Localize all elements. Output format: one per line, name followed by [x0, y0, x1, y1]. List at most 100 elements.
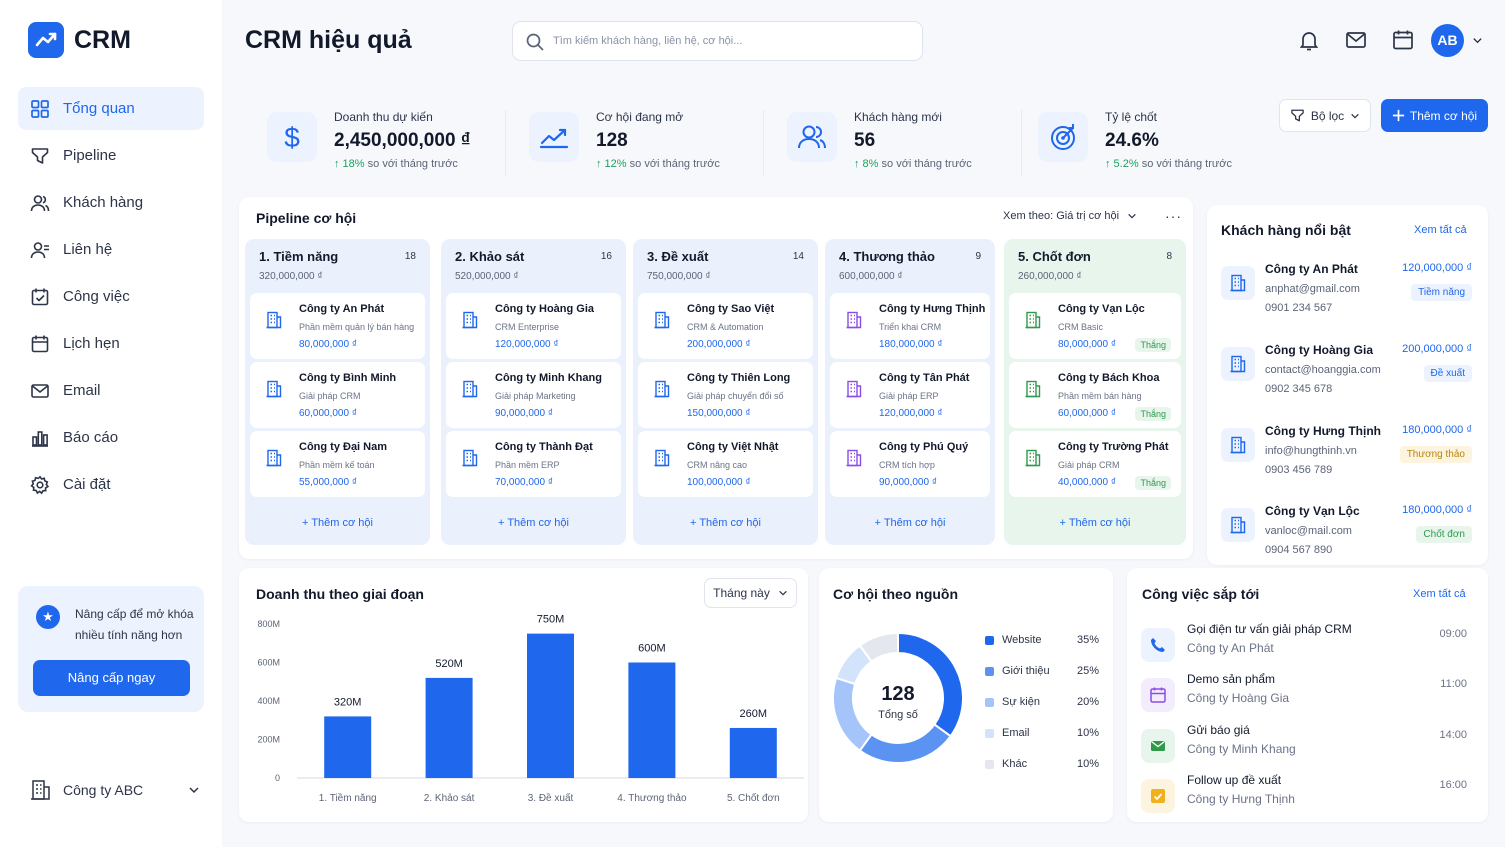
star-icon: ★ [36, 605, 60, 629]
task-item[interactable]: Demo sản phẩm Công ty Hoàng Gia 11:00 [1141, 672, 1471, 716]
deal-company: Công ty Phú Quý [879, 441, 969, 453]
deal-value: 40,000,000 ₫ [1058, 477, 1116, 488]
bell-icon[interactable] [1297, 28, 1321, 52]
add-opportunity-link[interactable]: + Thêm cơ hội [1059, 517, 1131, 529]
stat-value: 56 [854, 130, 876, 151]
deal-card[interactable]: Công ty Hưng Thịnh Triển khai CRM 180,000,… [830, 293, 990, 359]
customer-item[interactable]: Công ty Hưng Thịnh info@hungthinh.vn 0903 … [1221, 424, 1475, 494]
deal-value: 150,000,000 ₫ [687, 408, 751, 419]
add-opportunity-link[interactable]: + Thêm cơ hội [498, 517, 569, 529]
search-bar[interactable] [512, 21, 923, 61]
deal-company: Công ty Đại Nam [299, 441, 388, 453]
customer-phone: 0901 234 567 [1265, 302, 1333, 314]
task-time: 09:00 [1439, 628, 1467, 640]
avatar[interactable]: AB [1431, 24, 1464, 57]
deal-card[interactable]: Công ty Đại Nam Phần mềm kế toán 55,000,00… [250, 431, 425, 497]
stat-expected-revenue: $ Doanh thu dự kiến 2,450,000,000 ₫ ↑ 18… [267, 98, 497, 186]
deal-card[interactable]: Công ty Minh Khang Giải pháp Marketing 90,… [446, 362, 621, 428]
deal-description: Giải pháp Marketing [495, 391, 576, 401]
won-badge: Thắng [1135, 407, 1171, 421]
column-title: 5. Chốt đơn [1018, 249, 1091, 264]
sidebar-item-reports[interactable]: Báo cáo [18, 416, 204, 459]
deal-card[interactable]: Công ty An Phát Phần mềm quản lý bán hàng… [250, 293, 425, 359]
legend-swatch [985, 760, 994, 769]
deal-value: 100,000,000 ₫ [687, 477, 751, 488]
deal-card[interactable]: Công ty Vạn Lộc CRM Basic 80,000,000 ₫ Thắn… [1009, 293, 1181, 359]
deal-company: Công ty Trường Phát [1058, 441, 1169, 453]
building-icon [1221, 347, 1255, 381]
customer-name: Công ty Hoàng Gia [1265, 343, 1373, 357]
add-opportunity-link[interactable]: + Thêm cơ hội [874, 517, 946, 529]
stat-label: Cơ hội đang mở [596, 110, 684, 124]
task-item[interactable]: Gọi điện tư vấn giải pháp CRM Công ty An … [1141, 622, 1471, 666]
building-icon [1024, 311, 1042, 329]
legend-swatch [985, 729, 994, 738]
column-value: 600,000,000 ₫ [839, 271, 903, 282]
add-opportunity-link[interactable]: + Thêm cơ hội [302, 517, 373, 529]
tasks-view-all-link[interactable]: Xem tất cả [1413, 588, 1466, 600]
search-input[interactable] [553, 30, 913, 52]
customer-email: vanloc@mail.com [1265, 525, 1352, 537]
revenue-bar-chart: 0 200M 400M 600M 800M 320M 1. Tiềm năng 520M 2. … [257, 614, 804, 804]
deal-value: 80,000,000 ₫ [1058, 339, 1116, 350]
deal-card[interactable]: Công ty Bách Khoa Phần mềm bán hàng 60,000… [1009, 362, 1181, 428]
filter-button[interactable]: Bộ lọc [1279, 99, 1371, 132]
building-icon [31, 780, 50, 800]
featured-view-all-link[interactable]: Xem tất cả [1414, 224, 1467, 236]
period-dropdown[interactable]: Tháng này [704, 578, 797, 608]
deal-company: Công ty Minh Khang [495, 372, 602, 384]
building-icon [653, 380, 671, 398]
pipeline-column: 2. Khảo sát 16 520,000,000 ₫ Công ty Hoàng … [441, 239, 626, 545]
sidebar-item-label: Cài đặt [63, 476, 111, 493]
sidebar-item-tasks[interactable]: Công việc [18, 275, 204, 318]
deal-card[interactable]: Công ty Bình Minh Giải pháp CRM 60,000,000… [250, 362, 425, 428]
pipeline-view-selector[interactable]: Xem theo: Giá trị cơ hội [1003, 210, 1137, 222]
deal-card[interactable]: Công ty Thành Đạt Phần mềm ERP 70,000,000 … [446, 431, 621, 497]
mail-icon [31, 383, 49, 398]
sidebar-item-pipeline[interactable]: Pipeline [18, 134, 204, 177]
task-item[interactable]: Follow up đề xuất Công ty Hưng Thịnh 16:00 [1141, 773, 1471, 817]
upgrade-button[interactable]: Nâng cấp ngay [33, 660, 190, 696]
customer-email: info@hungthinh.vn [1265, 445, 1357, 457]
sidebar-item-contacts[interactable]: Liên hệ [18, 228, 204, 271]
task-item[interactable]: Gửi báo giá Công ty Minh Khang 14:00 [1141, 723, 1471, 767]
stat-new-customers: Khách hàng mới 56 ↑ 8% so với tháng trướ… [787, 98, 1017, 186]
customer-value: 120,000,000 ₫ [1402, 262, 1472, 274]
bar-value-label: 520M [435, 658, 463, 670]
building-icon [1221, 508, 1255, 542]
customer-item[interactable]: Công ty Hoàng Gia contact@hoanggia.com 090… [1221, 343, 1475, 413]
column-title: 4. Thương thảo [839, 249, 935, 264]
deal-card[interactable]: Công ty Thiên Long Giải pháp chuyển đổi s… [638, 362, 813, 428]
sidebar-item-overview[interactable]: Tổng quan [18, 87, 204, 130]
deal-description: CRM Enterprise [495, 322, 560, 332]
deal-card[interactable]: Công ty Trường Phát Giải pháp CRM 40,000,0… [1009, 431, 1181, 497]
customer-item[interactable]: Công ty An Phát anphat@gmail.com 0901 234 … [1221, 262, 1475, 332]
column-value: 750,000,000 ₫ [647, 271, 711, 282]
add-opportunity-button[interactable]: Thêm cơ hội [1381, 99, 1488, 132]
sidebar-item-appointments[interactable]: Lịch hẹn [18, 322, 204, 365]
more-icon[interactable]: ··· [1165, 208, 1182, 224]
sidebar-item-customers[interactable]: Khách hàng [18, 181, 204, 224]
sidebar-item-label: Lịch hẹn [63, 335, 120, 352]
deal-card[interactable]: Công ty Hoàng Gia CRM Enterprise 120,000,0… [446, 293, 621, 359]
deal-card[interactable]: Công ty Việt Nhật CRM nâng cao 100,000,000… [638, 431, 813, 497]
calendar-icon[interactable] [1391, 28, 1415, 52]
building-icon [1221, 428, 1255, 462]
logo-icon [28, 22, 64, 58]
company-switcher[interactable]: Công ty ABC [30, 778, 200, 802]
sidebar-item-settings[interactable]: Cài đặt [18, 463, 204, 506]
customer-item[interactable]: Công ty Vạn Lộc vanloc@mail.com 0904 567 8… [1221, 504, 1475, 574]
deal-card[interactable]: Công ty Sao Việt CRM & Automation 200,000,… [638, 293, 813, 359]
building-icon [461, 311, 479, 329]
divider [505, 110, 506, 176]
revenue-bar [527, 633, 574, 778]
building-icon [265, 311, 283, 329]
chevron-down-icon[interactable] [1472, 35, 1483, 46]
deal-company: Công ty An Phát [299, 303, 385, 315]
mail-icon[interactable] [1344, 28, 1368, 52]
sidebar-item-email[interactable]: Email [18, 369, 204, 412]
deal-value: 120,000,000 ₫ [879, 408, 943, 419]
deal-card[interactable]: Công ty Tân Phát Giải pháp ERP 120,000,000… [830, 362, 990, 428]
deal-card[interactable]: Công ty Phú Quý CRM tích hợp 90,000,000 ₫ [830, 431, 990, 497]
add-opportunity-link[interactable]: + Thêm cơ hội [690, 517, 761, 529]
